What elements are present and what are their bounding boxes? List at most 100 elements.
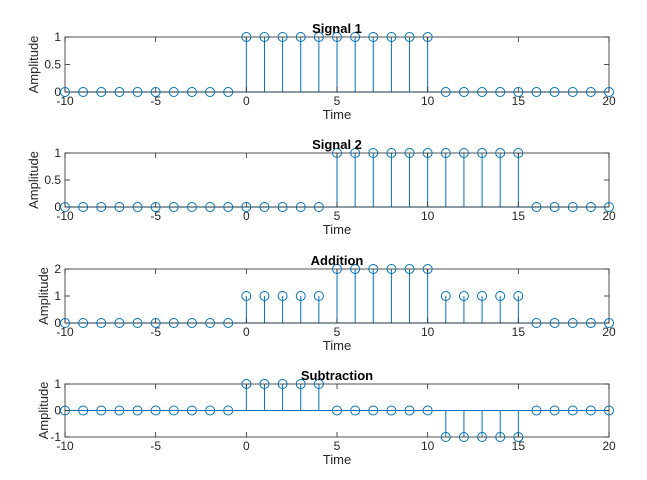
data-point (277, 202, 288, 212)
data-point (440, 291, 451, 301)
data-point (295, 291, 306, 301)
data-point (368, 32, 379, 42)
x-tick-label: -10 (56, 325, 74, 339)
y-tick-label: 0 (54, 404, 61, 418)
data-point (277, 379, 288, 389)
data-point (350, 148, 361, 158)
x-tick-label: 15 (512, 209, 526, 223)
data-point (205, 202, 216, 212)
x-tick-label: -5 (150, 209, 161, 223)
x-tick-label: -10 (56, 209, 74, 223)
data-point (404, 405, 415, 416)
x-axis-label: Time (323, 338, 351, 353)
data-point (458, 432, 469, 442)
data-point (60, 318, 70, 328)
data-point (223, 405, 234, 416)
data-point (567, 87, 578, 97)
x-tick-label: 0 (243, 439, 250, 453)
data-point (440, 87, 451, 97)
data-point (531, 202, 542, 212)
data-point (259, 32, 270, 42)
y-tick-label: 1 (54, 146, 61, 160)
x-tick-label: 10 (421, 209, 435, 223)
data-point (404, 148, 415, 158)
x-tick-label: 5 (334, 325, 341, 339)
data-point (313, 379, 324, 389)
data-point (186, 318, 197, 328)
x-tick-label: -10 (56, 94, 74, 108)
data-point (477, 291, 488, 301)
x-tick-label: 10 (421, 439, 435, 453)
data-point (350, 405, 361, 416)
data-point (313, 32, 324, 42)
data-point (259, 202, 270, 212)
x-tick-label: 20 (602, 209, 616, 223)
data-point (205, 405, 216, 416)
data-point (567, 405, 578, 416)
data-point (513, 291, 524, 301)
y-tick-label: 0.5 (44, 58, 61, 72)
chart-title: Addition (311, 253, 364, 268)
y-tick-label: 1 (54, 30, 61, 44)
y-axis-label: Amplitude (26, 151, 41, 209)
data-point (549, 405, 560, 416)
x-tick-label: 5 (334, 439, 341, 453)
data-point (60, 87, 70, 97)
data-point (241, 202, 252, 212)
data-point (604, 405, 614, 416)
y-axis-label: Amplitude (36, 267, 51, 325)
chart-title: Signal 1 (312, 21, 362, 36)
data-point (114, 202, 125, 212)
data-point (440, 432, 451, 442)
x-tick-label: 20 (602, 439, 616, 453)
data-point (132, 202, 143, 212)
data-point (404, 264, 415, 274)
data-point (495, 148, 506, 158)
data-point (585, 405, 596, 416)
x-tick-label: 0 (243, 209, 250, 223)
data-point (168, 318, 179, 328)
data-point (78, 318, 89, 328)
data-point (458, 148, 469, 158)
chart-title: Subtraction (301, 368, 373, 383)
data-point (422, 405, 433, 416)
subplot-4: -10 -5 0 5 10 15 20-101SubtractionTimeAmplitud… (36, 368, 616, 467)
data-point (96, 87, 107, 97)
data-point (513, 87, 524, 97)
data-point (168, 202, 179, 212)
data-point (585, 318, 596, 328)
data-point (386, 405, 397, 416)
data-point (531, 87, 542, 97)
data-point (585, 202, 596, 212)
x-tick-label: 10 (421, 325, 435, 339)
data-point (549, 318, 560, 328)
data-point (259, 291, 270, 301)
data-point (78, 202, 89, 212)
data-point (332, 32, 342, 42)
x-tick-label: 10 (421, 94, 435, 108)
data-point (295, 379, 306, 389)
data-point (150, 202, 161, 212)
y-tick-label: -1 (50, 430, 61, 444)
x-tick-label: 15 (512, 94, 526, 108)
data-point (549, 202, 560, 212)
y-tick-label: 1 (54, 377, 61, 391)
data-point (495, 291, 506, 301)
x-tick-label: 0 (243, 94, 250, 108)
x-tick-label: -5 (150, 325, 161, 339)
data-point (513, 432, 524, 442)
data-point (60, 202, 70, 212)
data-point (114, 405, 125, 416)
data-point (422, 32, 433, 42)
x-tick-label: -5 (150, 439, 161, 453)
y-tick-label: 2 (54, 262, 61, 276)
data-point (567, 318, 578, 328)
y-axis-label: Amplitude (26, 36, 41, 94)
data-point (114, 87, 125, 97)
data-point (78, 87, 89, 97)
data-point (132, 318, 143, 328)
data-point (368, 264, 379, 274)
data-point (168, 87, 179, 97)
data-point (422, 148, 433, 158)
data-point (295, 32, 306, 42)
